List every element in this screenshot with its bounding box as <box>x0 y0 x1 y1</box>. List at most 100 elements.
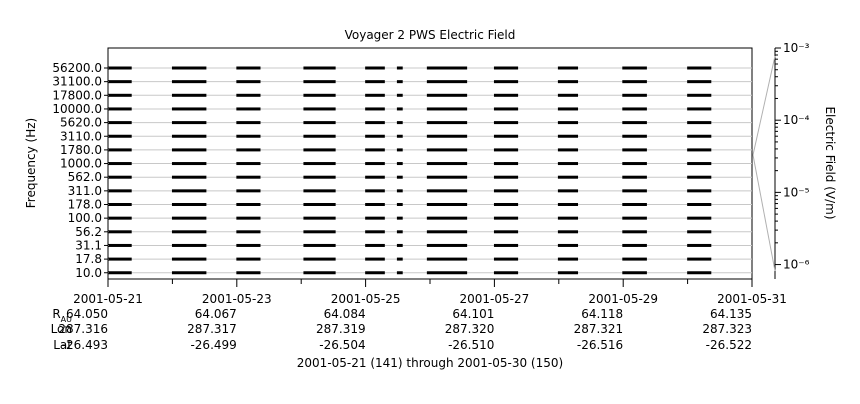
signal-trace <box>108 257 132 261</box>
signal-trace <box>396 134 403 138</box>
signal-trace <box>687 189 712 193</box>
signal-trace <box>557 107 579 111</box>
signal-trace <box>557 66 579 70</box>
signal-trace <box>171 162 207 166</box>
signal-trace <box>365 230 385 234</box>
ephemeris-label-lat: Lat <box>53 338 72 352</box>
signal-trace <box>687 66 712 70</box>
frequency-axis: 56200.031100.017800.010000.05620.03110.0… <box>52 61 108 280</box>
signal-trace <box>365 93 385 97</box>
signal-trace <box>426 80 468 84</box>
time-axis: 2001-05-21 2001-05-23 2001-05-25 2001-05-27… <box>73 279 787 306</box>
signal-trace <box>108 148 132 152</box>
signal-trace <box>396 162 403 166</box>
ephemeris-value-lat: -26.516 <box>577 338 623 352</box>
colorbar: 10⁻³ 10⁻⁴ 10⁻⁵ 10⁻⁶ <box>752 41 810 279</box>
signal-trace <box>687 134 712 138</box>
signal-trace <box>236 80 261 84</box>
signal-trace <box>622 230 647 234</box>
signal-trace <box>426 93 468 97</box>
signal-trace <box>396 80 403 84</box>
signal-trace <box>365 80 385 84</box>
signal-trace <box>108 162 132 166</box>
signal-trace <box>365 121 385 125</box>
signal-trace <box>303 162 336 166</box>
signal-trace <box>365 175 385 179</box>
signal-trace <box>303 121 336 125</box>
signal-trace <box>687 230 712 234</box>
signal-trace <box>236 121 261 125</box>
signal-trace <box>303 189 336 193</box>
x-tick-label: 2001-05-25 <box>331 292 401 306</box>
signal-trace <box>622 175 647 179</box>
ephemeris-label-lon: Lon <box>51 322 72 336</box>
signal-trace <box>303 243 336 247</box>
signal-trace <box>171 93 207 97</box>
signal-trace <box>396 243 403 247</box>
signal-trace <box>303 257 336 261</box>
signal-trace <box>622 66 647 70</box>
y-axis-label: Frequency (Hz) <box>24 118 38 209</box>
signal-trace <box>426 203 468 206</box>
signal-trace <box>687 216 712 220</box>
gridlines <box>108 67 752 274</box>
signal-trace <box>557 216 579 220</box>
y-tick-label: 17.8 <box>75 252 102 266</box>
signal-trace <box>396 189 403 193</box>
signal-trace <box>108 175 132 179</box>
signal-trace <box>493 148 519 152</box>
signal-trace <box>108 203 132 206</box>
signal-trace <box>108 107 132 111</box>
ephemeris-label-r-sub: AU <box>61 315 72 324</box>
signal-trace <box>622 271 647 275</box>
signal-trace <box>687 148 712 152</box>
signal-trace <box>426 216 468 220</box>
y-tick-label: 3110.0 <box>60 129 102 143</box>
signal-trace <box>493 216 519 220</box>
signal-trace <box>365 134 385 138</box>
signal-trace <box>557 203 579 206</box>
signal-trace <box>236 162 261 166</box>
ephemeris-value-lon: 287.319 <box>316 322 366 336</box>
y-tick-label: 5620.0 <box>60 116 102 130</box>
ephemeris-value-lat: -26.522 <box>706 338 752 352</box>
signal-trace <box>687 257 712 261</box>
signal-trace <box>236 66 261 70</box>
signal-trace <box>171 121 207 125</box>
signal-trace <box>426 243 468 247</box>
signal-trace <box>622 203 647 206</box>
signal-trace <box>303 216 336 220</box>
signal-trace <box>622 189 647 193</box>
signal-trace <box>236 203 261 206</box>
signal-trace <box>493 107 519 111</box>
ephemeris-value-r: 64.118 <box>581 307 623 321</box>
signal-trace <box>236 175 261 179</box>
signal-trace <box>303 271 336 275</box>
signal-trace <box>557 257 579 261</box>
signal-trace <box>303 107 336 111</box>
signal-trace <box>396 148 403 152</box>
signal-trace <box>365 162 385 166</box>
y-tick-label: 10000.0 <box>52 102 102 116</box>
signal-trace <box>171 216 207 220</box>
signal-trace <box>108 121 132 125</box>
signal-trace <box>171 189 207 193</box>
signal-trace <box>493 93 519 97</box>
signal-trace <box>493 66 519 70</box>
signal-trace <box>396 203 403 206</box>
colorbar-connector <box>752 154 776 272</box>
signal-trace <box>687 175 712 179</box>
signal-trace <box>303 93 336 97</box>
signal-trace <box>171 271 207 275</box>
signal-trace <box>493 134 519 138</box>
signal-trace <box>396 257 403 261</box>
ephemeris-table: RAU Lon Lat 64.050 64.067 64.084 64.101 64.1… <box>51 307 752 352</box>
signal-trace <box>108 230 132 234</box>
ephemeris-label-r-main: R <box>52 307 60 321</box>
signal-trace <box>108 93 132 97</box>
signal-trace <box>396 216 403 220</box>
y-tick-label: 311.0 <box>68 184 102 198</box>
y-tick-label: 17800.0 <box>52 88 102 102</box>
ephemeris-value-lon: 287.323 <box>702 322 752 336</box>
